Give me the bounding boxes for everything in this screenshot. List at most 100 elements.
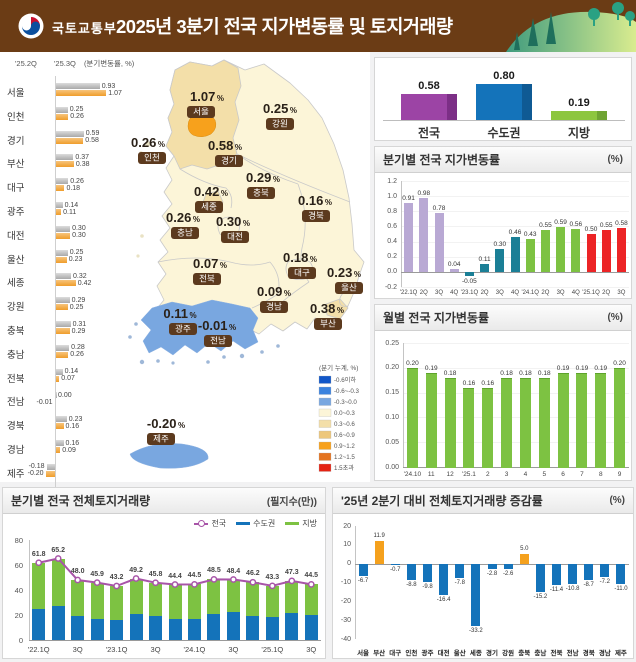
quarterly-value: 0.04 bbox=[447, 260, 461, 268]
region-bar-q2 bbox=[56, 225, 71, 232]
map-value-unit: % bbox=[310, 255, 317, 264]
volume-chart-unit: (필지수(만)) bbox=[266, 497, 317, 508]
monthly-xlabel: 3 bbox=[504, 471, 509, 478]
region-bar-q2 bbox=[56, 273, 72, 280]
quarterly-ytick: 1.0 bbox=[387, 192, 397, 200]
volume-bar-province bbox=[90, 582, 104, 619]
change-value: -7.8 bbox=[454, 580, 465, 587]
change-xlabel: 충북 bbox=[518, 650, 531, 657]
monthly-chart-box: 월별 전국 지가변동률 (%) 0.25 0.20 0.15 0.10 0.05 0.00… bbox=[374, 304, 632, 481]
region-value: 0.26 bbox=[70, 177, 84, 185]
monthly-baseline bbox=[403, 467, 629, 468]
volume-total-value: 48.5 bbox=[207, 567, 221, 575]
volume-yaxis bbox=[29, 540, 30, 640]
quarterly-value: 0.30 bbox=[493, 241, 507, 249]
map-legend-swatch bbox=[318, 419, 332, 428]
change-xlabel: 경기 bbox=[486, 650, 498, 657]
korea-choropleth-map: 1.07 %서울 0.25 %강원0.26 %인천0.58 %경기0.29 %충북0.42%… bbox=[128, 59, 365, 472]
volume-total-value: 61.8 bbox=[31, 550, 46, 558]
region-label: 부산 bbox=[7, 159, 25, 171]
quarterly-xlabel: 3Q bbox=[556, 290, 565, 296]
region-bar-q2 bbox=[56, 249, 68, 256]
volume-total-value: 44.4 bbox=[168, 572, 182, 580]
map-value-unit: % bbox=[158, 140, 165, 149]
quarterly-xlabel: 2Q bbox=[541, 290, 550, 296]
region-bar-q3 bbox=[45, 470, 55, 477]
map-badge-label: 세종 bbox=[201, 202, 217, 212]
quarterly-value: 0.59 bbox=[554, 219, 567, 227]
quarterly-bar bbox=[556, 227, 566, 272]
monthly-yaxis bbox=[403, 343, 404, 467]
quarterly-value: 0.55 bbox=[599, 222, 613, 230]
region-bar-q3 bbox=[56, 185, 65, 192]
monthly-xlabel: 6 bbox=[561, 471, 565, 478]
change-bar bbox=[374, 541, 384, 564]
summary-value: 0.19 bbox=[568, 97, 590, 110]
monthly-xlabel: 4 bbox=[523, 471, 528, 478]
map-badge-대구 bbox=[288, 267, 316, 279]
quarterly-zeroline bbox=[401, 271, 629, 273]
map-boundary-gyeongnam-gyeongbuk bbox=[281, 281, 310, 303]
map-legend-swatch bbox=[318, 430, 332, 439]
map-boundary-jeonbuk-gyeongnam bbox=[251, 261, 280, 309]
quarterly-ytick: -0.2 bbox=[384, 283, 397, 291]
region-bar-q3 bbox=[54, 399, 56, 406]
change-ytick: -20 bbox=[340, 597, 351, 605]
monthly-ytick: 0.25 bbox=[385, 339, 399, 347]
volume-xlabel: 3Q bbox=[228, 645, 239, 654]
change-chart-title: '25년 2분기 대비 전체토지거래량 증감률 bbox=[341, 494, 543, 508]
legend-item-province: 지방 bbox=[285, 518, 317, 529]
region-label: 경북 bbox=[7, 421, 25, 433]
region-value: 0.32 bbox=[73, 272, 87, 280]
map-badge-label: 전북 bbox=[199, 274, 215, 284]
change-value: -6.7 bbox=[357, 578, 369, 585]
change-bar bbox=[455, 563, 465, 579]
monthly-chart-title: 월별 전국 지가변동률 bbox=[383, 311, 490, 325]
region-label: 강원 bbox=[7, 302, 25, 314]
map-badge-label: 인천 bbox=[144, 153, 160, 163]
change-bar bbox=[439, 563, 449, 595]
region-value: 0.93 bbox=[101, 82, 116, 90]
monthly-ytick: 0.05 bbox=[385, 438, 399, 446]
region-value: 0.31 bbox=[72, 320, 87, 328]
change-value: -33.2 bbox=[469, 628, 483, 635]
legend-label-province: 지방 bbox=[302, 519, 317, 528]
monthly-xlabel: 7 bbox=[580, 471, 584, 478]
volume-bar-capital bbox=[71, 615, 85, 640]
region-value: 0.28 bbox=[71, 344, 85, 352]
monthly-bar bbox=[614, 367, 626, 468]
volume-total-value: 46.2 bbox=[246, 570, 260, 578]
region-bar-q3 bbox=[56, 304, 68, 311]
map-badge-label: 부산 bbox=[320, 319, 336, 329]
region-value: 0.30 bbox=[72, 232, 86, 240]
region-bar-q2 bbox=[56, 83, 100, 89]
volume-xlabel: '23.1Q bbox=[105, 645, 128, 654]
map-legend-range: -0.3~0.0 bbox=[334, 399, 357, 406]
map-badge-강원 bbox=[266, 118, 294, 130]
volume-total-value: 45.8 bbox=[148, 570, 163, 578]
quarterly-ytick: 1.2 bbox=[387, 177, 397, 185]
agency-name: 국토교통부 bbox=[52, 21, 117, 36]
region-value: 0.26 bbox=[70, 113, 84, 121]
forest-decoration bbox=[506, 2, 636, 52]
q3-legend-label: '25.3Q bbox=[53, 59, 76, 68]
map-badge-충남 bbox=[171, 227, 199, 239]
region-value: 0.23 bbox=[68, 415, 83, 423]
summary-baseline bbox=[383, 120, 625, 121]
monthly-gridline bbox=[403, 367, 629, 369]
capital-swatch bbox=[236, 522, 251, 525]
quarterly-chart-unit: (%) bbox=[607, 154, 623, 165]
volume-total-value: 44.5 bbox=[187, 572, 202, 580]
volume-bar-capital bbox=[304, 615, 318, 640]
map-value-unit: % bbox=[189, 311, 196, 320]
map-badge-경남 bbox=[260, 301, 288, 313]
quarterly-bar bbox=[571, 229, 581, 272]
summary-bar-side bbox=[597, 111, 607, 120]
map-value-unit: % bbox=[290, 106, 297, 115]
monthly-value: 0.18 bbox=[519, 369, 532, 377]
map-legend-range: -0.6~-0.3 bbox=[334, 388, 359, 395]
map-region-jeju bbox=[129, 443, 209, 469]
region-bar-q2 bbox=[56, 130, 84, 137]
change-bar bbox=[551, 563, 561, 586]
volume-total-value: 43.3 bbox=[265, 573, 280, 581]
